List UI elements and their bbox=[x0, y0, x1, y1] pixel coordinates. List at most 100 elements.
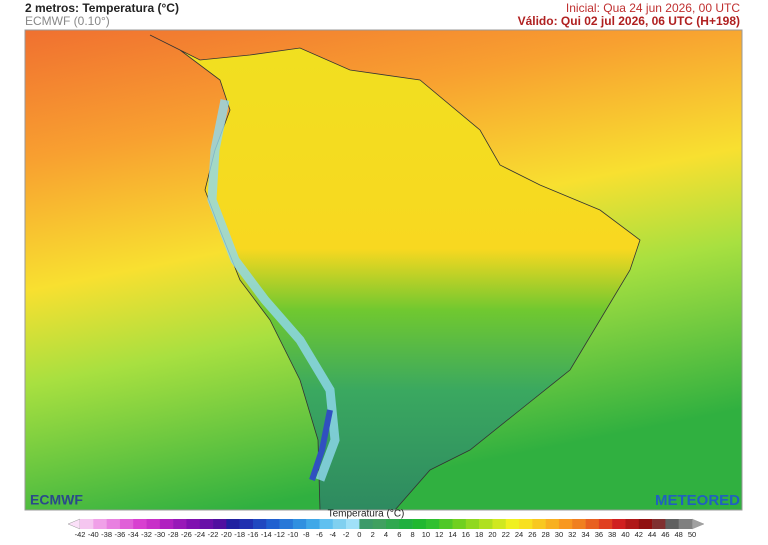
color-swatch bbox=[80, 519, 94, 529]
tick-label: 22 bbox=[502, 530, 510, 539]
tick-label: -18 bbox=[234, 530, 245, 539]
tick-label: 24 bbox=[515, 530, 523, 539]
tick-label: 40 bbox=[621, 530, 629, 539]
color-swatch bbox=[306, 519, 320, 529]
tick-label: 8 bbox=[411, 530, 415, 539]
tick-label: 6 bbox=[397, 530, 401, 539]
color-swatch bbox=[425, 519, 440, 529]
tick-label: 36 bbox=[595, 530, 603, 539]
tick-label: -22 bbox=[208, 530, 219, 539]
tick-label: -32 bbox=[141, 530, 152, 539]
color-swatch bbox=[292, 519, 307, 529]
color-swatch bbox=[612, 519, 626, 529]
tick-label: -16 bbox=[248, 530, 259, 539]
tick-label: 10 bbox=[422, 530, 430, 539]
tick-label: -10 bbox=[287, 530, 298, 539]
tick-label: 50 bbox=[688, 530, 696, 539]
map-frame bbox=[24, 29, 743, 511]
tick-label: -42 bbox=[75, 530, 86, 539]
tick-label: 12 bbox=[435, 530, 443, 539]
tick-label: -30 bbox=[154, 530, 165, 539]
tick-label: 14 bbox=[448, 530, 456, 539]
color-swatch bbox=[585, 519, 600, 529]
color-swatch bbox=[186, 519, 201, 529]
color-swatch bbox=[572, 519, 586, 529]
tick-label: -38 bbox=[101, 530, 112, 539]
color-swatch bbox=[146, 519, 161, 529]
color-swatch bbox=[226, 519, 240, 529]
andes-cold bbox=[309, 409, 333, 481]
tick-label: -40 bbox=[88, 530, 99, 539]
color-swatch bbox=[159, 519, 174, 529]
ecmwf-logo: ECMWF bbox=[30, 492, 83, 508]
tick-label: -20 bbox=[221, 530, 232, 539]
tick-label: 34 bbox=[581, 530, 589, 539]
tick-label: 46 bbox=[661, 530, 669, 539]
tick-label: 0 bbox=[357, 530, 361, 539]
color-swatch bbox=[652, 519, 666, 529]
tick-label: 28 bbox=[541, 530, 549, 539]
tick-label: -6 bbox=[316, 530, 323, 539]
color-swatch bbox=[598, 519, 613, 529]
tick-label: 42 bbox=[635, 530, 643, 539]
color-swatch bbox=[545, 519, 560, 529]
color-swatch bbox=[532, 519, 546, 529]
color-swatch bbox=[479, 519, 493, 529]
tick-label: -36 bbox=[114, 530, 125, 539]
tick-label: -8 bbox=[303, 530, 310, 539]
tick-label: -4 bbox=[329, 530, 336, 539]
color-swatch bbox=[252, 519, 267, 529]
color-swatch bbox=[133, 519, 147, 529]
color-swatch bbox=[359, 519, 373, 529]
colorbar: -42 -40 -38 -36 -34 -32 -30 -28 -26 -24 -22 -20 -18-… bbox=[67, 518, 705, 539]
tick-label: 30 bbox=[555, 530, 563, 539]
tick-label: 4 bbox=[384, 530, 388, 539]
tick-label: -24 bbox=[194, 530, 205, 539]
color-swatch bbox=[625, 519, 640, 529]
color-swatch bbox=[519, 519, 533, 529]
tick-label: 2 bbox=[371, 530, 375, 539]
color-swatch bbox=[119, 519, 134, 529]
color-swatch bbox=[452, 519, 467, 529]
color-swatch bbox=[93, 519, 107, 529]
tick-label: -26 bbox=[181, 530, 192, 539]
color-swatch bbox=[372, 519, 387, 529]
tick-label: 48 bbox=[675, 530, 683, 539]
tick-label: -28 bbox=[168, 530, 179, 539]
color-swatch bbox=[279, 519, 294, 529]
color-swatch bbox=[199, 519, 214, 529]
colorbar-end bbox=[67, 518, 81, 530]
tick-label: 18 bbox=[475, 530, 483, 539]
tick-label: -14 bbox=[261, 530, 272, 539]
map: ECMWF METEORED bbox=[24, 29, 743, 511]
valid-time: Válido: Qui 02 jul 2026, 06 UTC (H+198) bbox=[518, 14, 740, 28]
tick-label: -2 bbox=[343, 530, 350, 539]
color-swatch bbox=[239, 519, 254, 529]
tick-label: 16 bbox=[462, 530, 470, 539]
initial-time: Inicial: Qua 24 jun 2026, 00 UTC bbox=[566, 1, 740, 15]
model-label: ECMWF (0.10°) bbox=[25, 14, 110, 28]
color-swatch bbox=[399, 519, 413, 529]
andes bbox=[207, 99, 340, 482]
color-swatch bbox=[505, 519, 520, 529]
color-swatch bbox=[678, 519, 693, 529]
colorbar-end bbox=[691, 518, 705, 530]
color-swatch bbox=[492, 519, 507, 529]
color-swatch bbox=[213, 519, 227, 529]
tick-label: 38 bbox=[608, 530, 616, 539]
tick-label: 44 bbox=[648, 530, 656, 539]
color-swatch bbox=[332, 519, 347, 529]
color-swatch bbox=[465, 519, 480, 529]
color-swatch bbox=[346, 519, 360, 529]
color-swatch bbox=[319, 519, 334, 529]
tick-label: -34 bbox=[128, 530, 139, 539]
color-swatch bbox=[412, 519, 427, 529]
color-swatch bbox=[386, 519, 400, 529]
tick-label: 26 bbox=[528, 530, 536, 539]
color-swatch bbox=[638, 519, 653, 529]
map-title: 2 metros: Temperatura (°C) bbox=[25, 1, 179, 15]
tick-label: -12 bbox=[274, 530, 285, 539]
color-swatch bbox=[266, 519, 280, 529]
tick-label: 32 bbox=[568, 530, 576, 539]
